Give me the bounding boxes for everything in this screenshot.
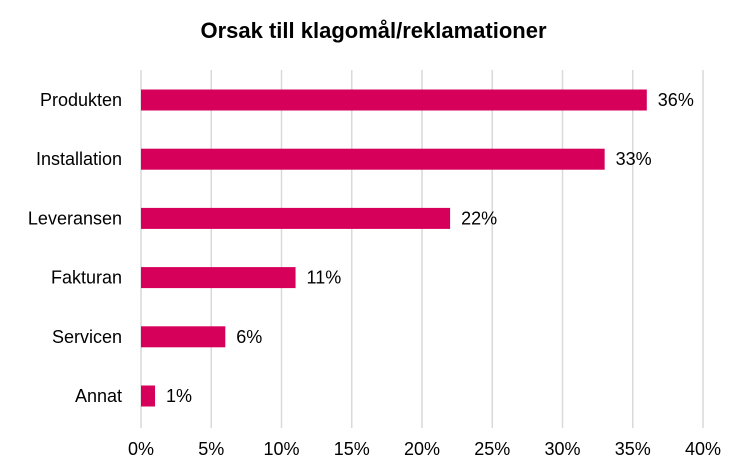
x-tick-label: 20% <box>404 439 440 459</box>
value-label: 22% <box>461 208 497 228</box>
category-label: Installation <box>36 149 122 169</box>
x-tick-label: 0% <box>128 439 154 459</box>
x-tick-label: 15% <box>334 439 370 459</box>
bar <box>141 148 605 170</box>
category-label: Leveransen <box>28 208 122 228</box>
bar <box>141 326 226 348</box>
bar <box>141 207 451 229</box>
x-tick-label: 25% <box>474 439 510 459</box>
x-tick-label: 5% <box>198 439 224 459</box>
bars <box>141 89 647 407</box>
grid-lines <box>140 70 704 428</box>
x-tick-label: 10% <box>263 439 299 459</box>
value-labels: 36% 33% 22% 11% 6% 1% <box>166 90 694 406</box>
x-tick-label: 35% <box>615 439 651 459</box>
bar <box>141 89 647 111</box>
category-label: Annat <box>75 386 122 406</box>
x-axis-tick-labels: 0% 5% 10% 15% 20% 25% 30% 35% 40% <box>128 439 721 459</box>
bar <box>141 267 296 289</box>
value-label: 36% <box>658 90 694 110</box>
value-label: 11% <box>307 268 342 288</box>
value-label: 1% <box>166 386 192 406</box>
value-label: 6% <box>236 327 262 347</box>
category-label: Fakturan <box>51 268 122 288</box>
category-label: Produkten <box>40 90 122 110</box>
value-label: 33% <box>616 149 652 169</box>
chart-title: Orsak till klagomål/reklamationer <box>200 18 546 43</box>
x-tick-label: 40% <box>685 439 721 459</box>
category-labels: Produkten Installation Leveransen Fakturan S… <box>28 90 122 406</box>
category-label: Servicen <box>52 327 122 347</box>
bar <box>141 385 156 407</box>
x-tick-label: 30% <box>544 439 580 459</box>
